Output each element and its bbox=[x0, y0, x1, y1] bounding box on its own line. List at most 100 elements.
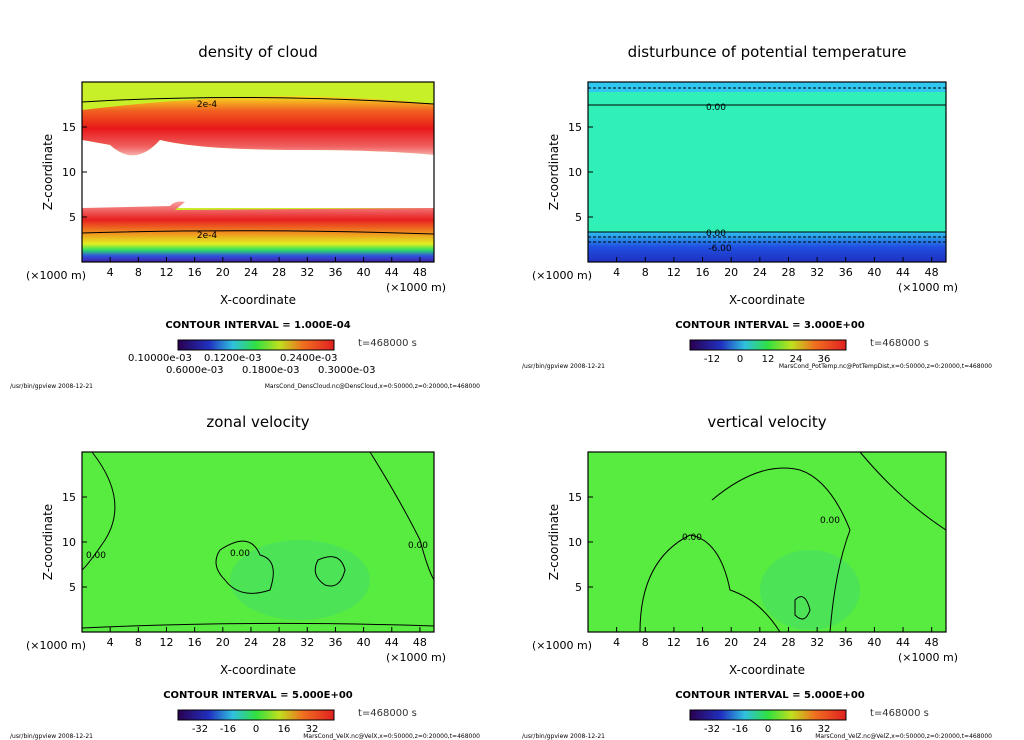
y-tick-label: 10 bbox=[62, 536, 76, 549]
x-tick-label: 24 bbox=[244, 266, 258, 279]
colorbar bbox=[177, 339, 335, 351]
contour-label: 0.00 bbox=[408, 541, 428, 551]
colorbar bbox=[689, 339, 847, 351]
x-tick-label: 20 bbox=[724, 636, 738, 649]
field-layers bbox=[81, 82, 947, 633]
colorbar-label: -16 bbox=[220, 724, 236, 735]
colorbar-label: 24 bbox=[790, 354, 803, 365]
x-axis-label: X-coordinate bbox=[220, 293, 296, 307]
x-tick-label: 16 bbox=[188, 636, 202, 649]
chart-title: density of cloud bbox=[198, 43, 318, 61]
density-field bbox=[81, 82, 435, 262]
colorbar-label: 0.10000e-03 bbox=[128, 353, 192, 364]
colorbar-label: 16 bbox=[790, 724, 803, 735]
colorbar-label: 0.6000e-03 bbox=[166, 365, 223, 376]
x-tick-label: 40 bbox=[867, 266, 881, 279]
contour-label: 0.00 bbox=[706, 229, 726, 239]
x-tick-label: 36 bbox=[839, 266, 853, 279]
x-tick-label: 44 bbox=[896, 636, 910, 649]
x-tick-label: 24 bbox=[244, 636, 258, 649]
x-tick-label: 28 bbox=[272, 266, 286, 279]
footer-left: /usr/bin/gpview 2008-12-21 bbox=[522, 733, 605, 740]
footer-left: /usr/bin/gpview 2008-12-21 bbox=[10, 383, 93, 390]
contour-label: 0.00 bbox=[706, 103, 726, 113]
velz-field bbox=[588, 451, 947, 633]
y-tick-label: 5 bbox=[69, 581, 76, 594]
colorbar bbox=[177, 709, 335, 721]
x-tick-label: 16 bbox=[188, 266, 202, 279]
colorbar-label: 32 bbox=[306, 724, 319, 735]
contour-label: 0.00 bbox=[86, 551, 106, 561]
contour-interval: CONTOUR INTERVAL = 3.000E+00 bbox=[675, 320, 865, 331]
x-tick-label: 28 bbox=[272, 636, 286, 649]
x-tick-label: 12 bbox=[667, 266, 681, 279]
colorbar-label: 0 bbox=[765, 724, 771, 735]
colorbar-label: 0.1800e-03 bbox=[242, 365, 299, 376]
y-tick-label: 5 bbox=[575, 581, 582, 594]
x-tick-label: 8 bbox=[135, 266, 142, 279]
x-tick-label: 8 bbox=[642, 636, 649, 649]
x-tick-label: 44 bbox=[385, 636, 399, 649]
colorbar-label: 32 bbox=[818, 724, 831, 735]
x-tick-label: 28 bbox=[781, 266, 795, 279]
x-tick-label: 36 bbox=[328, 266, 342, 279]
x-tick-label: 8 bbox=[135, 636, 142, 649]
x-tick-label: 40 bbox=[357, 266, 371, 279]
footer-right: MarsCond_DensCloud.nc@DensCloud,x=0:5000… bbox=[265, 383, 480, 390]
colorbar bbox=[689, 709, 847, 721]
contour-label: 2e-4 bbox=[197, 100, 218, 110]
colorbar-label: 0 bbox=[253, 724, 259, 735]
x-tick-label: 8 bbox=[642, 266, 649, 279]
y-axis-label: Z-coordinate bbox=[547, 134, 561, 210]
colorbar-label: 0 bbox=[737, 354, 743, 365]
time-label: t=468000 s bbox=[358, 708, 417, 719]
x-tick-label: 20 bbox=[216, 266, 230, 279]
x-tick-label: 36 bbox=[839, 636, 853, 649]
x-unit-right: (×1000 m) bbox=[898, 281, 958, 294]
colorbar-label: -32 bbox=[192, 724, 208, 735]
x-tick-label: 4 bbox=[613, 266, 620, 279]
chart-title: vertical velocity bbox=[707, 413, 826, 431]
footer-left: /usr/bin/gpview 2008-12-21 bbox=[10, 733, 93, 740]
y-tick-label: 15 bbox=[568, 491, 582, 504]
y-tick-label: 5 bbox=[69, 211, 76, 224]
x-tick-label: 40 bbox=[357, 636, 371, 649]
x-tick-label: 20 bbox=[724, 266, 738, 279]
contour-label: 0.00 bbox=[820, 516, 840, 526]
contour-interval: CONTOUR INTERVAL = 5.000E+00 bbox=[675, 690, 865, 701]
time-label: t=468000 s bbox=[870, 338, 929, 349]
contour-label: 2e-4 bbox=[197, 231, 218, 241]
x-tick-label: 48 bbox=[413, 636, 427, 649]
chart-title: disturbunce of potential temperature bbox=[628, 43, 907, 61]
x-axis-label: X-coordinate bbox=[729, 663, 805, 677]
y-axis-label: Z-coordinate bbox=[41, 134, 55, 210]
y-tick-label: 15 bbox=[568, 121, 582, 134]
x-tick-label: 4 bbox=[107, 636, 114, 649]
colorbar-label: -16 bbox=[732, 724, 748, 735]
y-axis-label: Z-coordinate bbox=[41, 504, 55, 580]
time-label: t=468000 s bbox=[358, 338, 417, 349]
colorbar-label: 12 bbox=[762, 354, 775, 365]
footer-right: MarsCond_VelX.nc@VelX,x=0:50000,z=0:2000… bbox=[303, 733, 480, 740]
y-tick-label: 15 bbox=[62, 121, 76, 134]
y-tick-label: 10 bbox=[568, 536, 582, 549]
x-unit-right: (×1000 m) bbox=[386, 281, 446, 294]
y-axis-label: Z-coordinate bbox=[547, 504, 561, 580]
x-tick-label: 32 bbox=[300, 636, 314, 649]
x-tick-label: 16 bbox=[696, 266, 710, 279]
x-tick-label: 16 bbox=[696, 636, 710, 649]
colorbar-label: 0.3000e-03 bbox=[318, 365, 375, 376]
x-tick-label: 48 bbox=[413, 266, 427, 279]
contour-label: 0.00 bbox=[682, 533, 702, 543]
x-tick-label: 44 bbox=[385, 266, 399, 279]
x-tick-label: 44 bbox=[896, 266, 910, 279]
y-tick-label: 10 bbox=[568, 166, 582, 179]
x-unit-left: (×1000 m) bbox=[532, 639, 592, 652]
x-tick-label: 48 bbox=[925, 266, 939, 279]
colorbar-label: 0.2400e-03 bbox=[280, 353, 337, 364]
footer-right: MarsCond_PotTemp.nc@PotTempDist,x=0:5000… bbox=[779, 363, 992, 370]
x-tick-label: 24 bbox=[753, 266, 767, 279]
x-tick-label: 28 bbox=[781, 636, 795, 649]
x-tick-label: 48 bbox=[925, 636, 939, 649]
